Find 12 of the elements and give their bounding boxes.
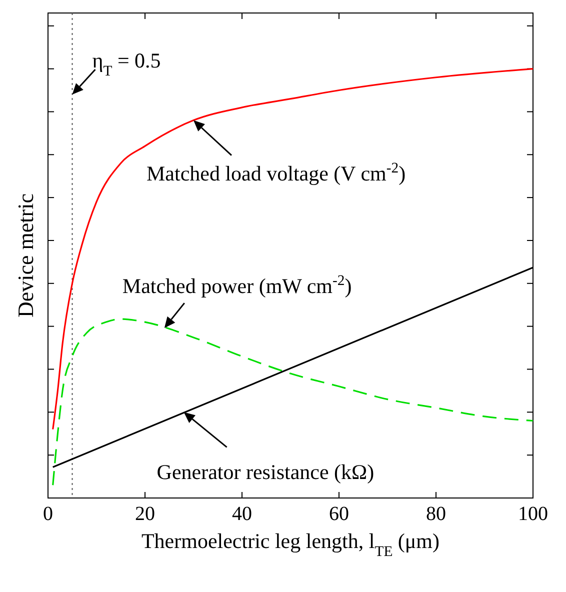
y-axis-title: Device metric xyxy=(13,193,38,318)
x-tick-label: 80 xyxy=(426,503,446,525)
x-tick-label: 60 xyxy=(329,503,349,525)
x-axis-title: Thermoelectric leg length, l$_{TE}$ (μm) xyxy=(141,529,440,560)
annotation: η$_{T}$ = 0.5 xyxy=(92,48,161,80)
annotation: Matched power (mW cm$^{-2}$) xyxy=(122,273,352,298)
annotation: Generator resistance (kΩ) xyxy=(156,460,374,484)
x-tick-label: 100 xyxy=(518,503,548,525)
x-tick-label: 20 xyxy=(135,503,155,525)
annotation: Matched load voltage (V cm$^{-2}$) xyxy=(146,160,406,186)
x-tick-label: 40 xyxy=(232,503,252,525)
x-tick-label: 0 xyxy=(43,503,53,525)
